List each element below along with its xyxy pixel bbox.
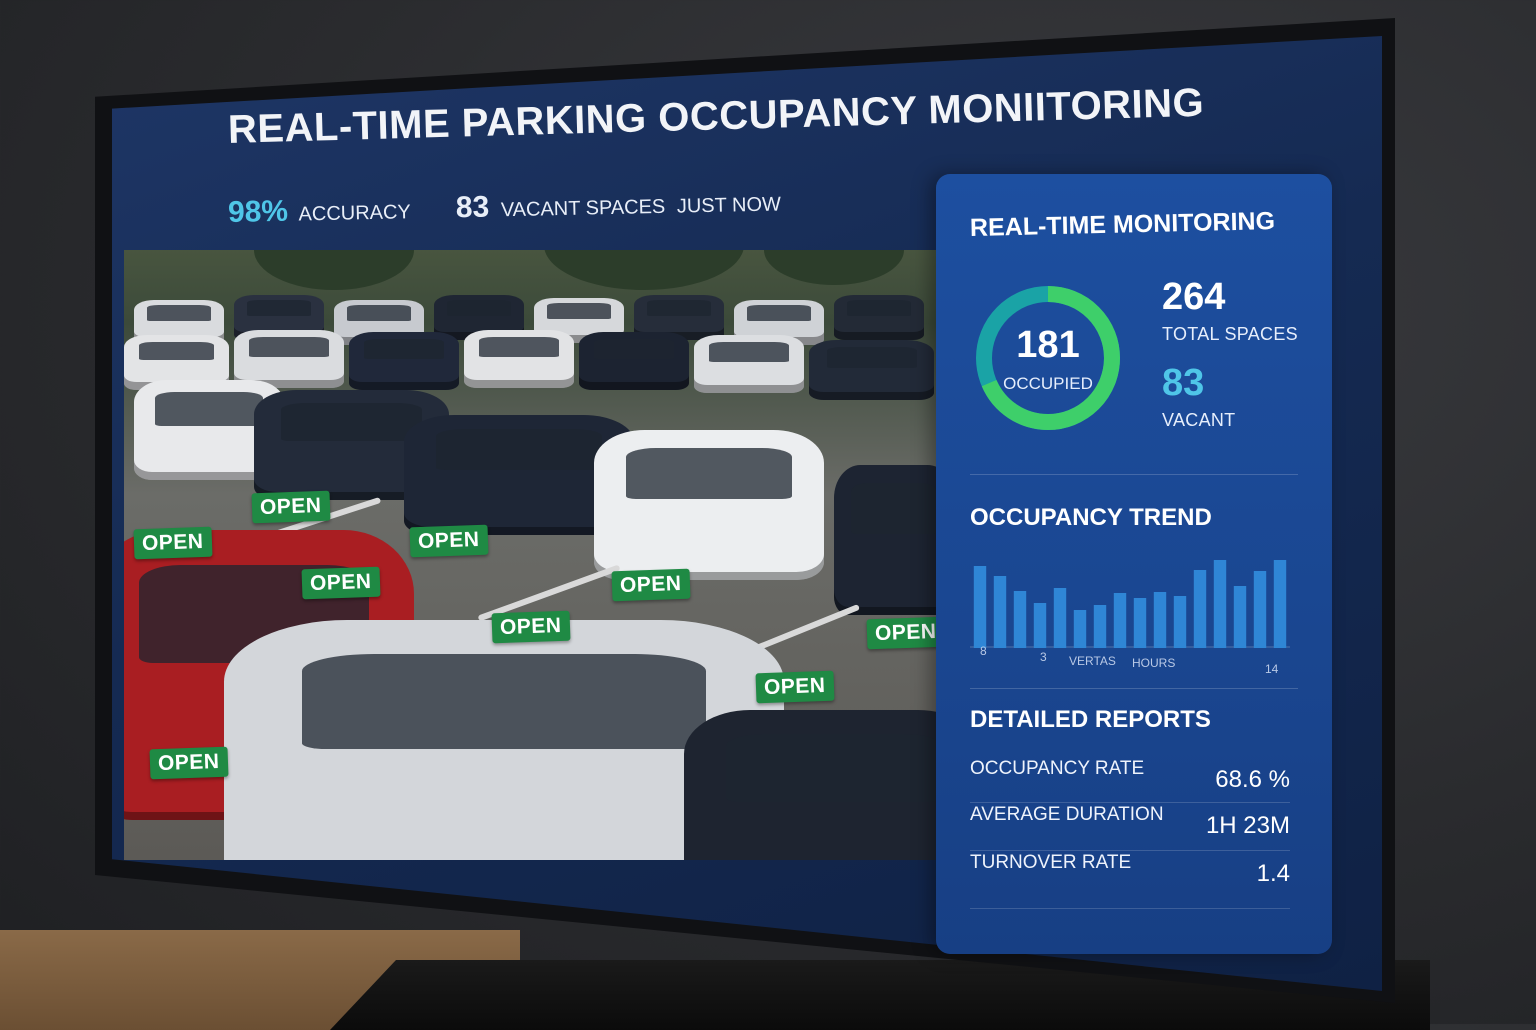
vacant-value: 83 <box>1162 362 1205 404</box>
open-space-tag[interactable]: OPEN <box>491 610 571 644</box>
report-value: 68.6 % <box>1215 766 1290 793</box>
occupancy-donut-chart <box>976 286 1120 430</box>
report-label: AVERAGE DURATION <box>970 804 1164 825</box>
report-divider <box>970 850 1290 851</box>
updated-status: JUST NOW <box>676 193 782 218</box>
parking-camera-feed[interactable]: OPEN OPEN OPEN OPEN OPEN OPEN OPEN OPEN … <box>124 250 944 860</box>
monitoring-panel: REAL-TIME MONITORING 181 OCCUPIED 264 TO… <box>936 174 1332 954</box>
trend-axis-label: 3 <box>1040 650 1047 664</box>
trend-bar <box>1273 560 1287 648</box>
occupancy-trend-chart <box>970 560 1290 648</box>
occupied-value: 181 <box>1016 324 1080 366</box>
trend-bar <box>1013 591 1027 648</box>
report-occupancy-rate: OCCUPANCY RATE 68.6 % <box>970 758 1290 794</box>
report-average-duration: AVERAGE DURATION 1H 23M <box>970 804 1290 840</box>
open-space-tag[interactable]: OPEN <box>866 616 944 650</box>
detailed-reports-title: DETAILED REPORTS <box>970 706 1211 733</box>
panel-title: REAL-TIME MONITORING <box>969 207 1276 242</box>
accuracy-label: ACCURACY <box>298 201 412 226</box>
trend-bar <box>1093 605 1107 648</box>
trend-axis-label: HOURS <box>1132 656 1176 670</box>
report-divider <box>970 802 1290 803</box>
open-space-tag[interactable]: OPEN <box>133 526 213 560</box>
trend-bar <box>973 566 987 648</box>
report-label: TURNOVER RATE <box>970 852 1132 873</box>
open-space-tag[interactable]: OPEN <box>251 490 331 524</box>
total-spaces-label: TOTAL SPACES <box>1162 324 1298 344</box>
open-space-tag[interactable]: OPEN <box>301 566 381 600</box>
open-space-tag[interactable]: OPEN <box>755 670 835 704</box>
total-spaces-value: 264 <box>1162 276 1226 318</box>
trend-bar <box>1173 596 1187 648</box>
vacant-spaces-value: 83 <box>455 190 490 225</box>
trend-bar <box>1113 593 1127 648</box>
section-divider <box>970 688 1298 689</box>
trend-bar <box>1213 560 1227 648</box>
trend-axis-label: 14 <box>1265 662 1279 676</box>
open-space-tag[interactable]: OPEN <box>611 568 691 602</box>
occupied-label: OCCUPIED <box>1003 374 1093 393</box>
open-space-tag[interactable]: OPEN <box>149 746 229 780</box>
report-label: OCCUPANCY RATE <box>970 758 1145 779</box>
accuracy-value: 98% <box>227 194 289 229</box>
trend-bar <box>1193 570 1207 648</box>
trend-bar <box>1053 588 1067 648</box>
report-value: 1.4 <box>1256 860 1290 887</box>
trend-axis-label: 8 <box>980 644 987 658</box>
vacant-spaces-label: VACANT SPACES <box>500 195 666 222</box>
trend-bar <box>993 576 1007 648</box>
occupancy-trend-title: OCCUPANCY TREND <box>970 504 1212 531</box>
report-divider <box>970 908 1290 909</box>
vacant-label: VACANT <box>1162 410 1236 430</box>
trend-bar <box>1253 571 1267 648</box>
section-divider <box>970 474 1298 475</box>
trend-axis-label: VERTAS <box>1069 654 1116 668</box>
trend-bar <box>1033 603 1047 648</box>
donut-occupied-arc <box>976 286 1120 430</box>
trend-bar <box>1133 598 1147 648</box>
trend-bar <box>1153 592 1167 648</box>
trend-bar <box>1073 610 1087 648</box>
open-space-tag[interactable]: OPEN <box>409 524 489 558</box>
report-value: 1H 23M <box>1205 812 1290 839</box>
report-turnover-rate: TURNOVER RATE 1.4 <box>970 852 1290 888</box>
trend-bar <box>1233 586 1247 648</box>
